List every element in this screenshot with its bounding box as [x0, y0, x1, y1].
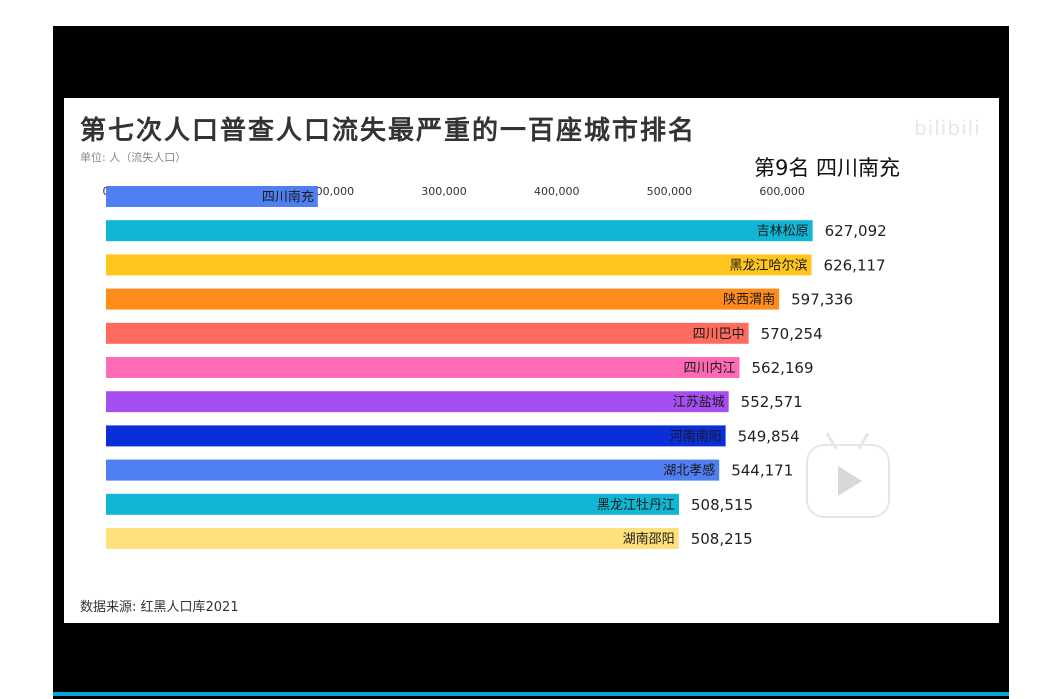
x-tick-label: 300,000 [421, 185, 467, 198]
bar [106, 322, 749, 344]
x-tick-label: 400,000 [534, 185, 580, 198]
bar-value-label: 570,254 [761, 325, 823, 343]
chart-unit: 单位: 人（流失人口） [80, 151, 187, 164]
bar-value-label: 626,117 [824, 256, 886, 274]
data-source: 数据来源: 红黑人口库2021 [80, 600, 239, 615]
play-icon [838, 466, 862, 496]
play-button[interactable] [806, 432, 890, 518]
bar-category-label: 河南南阳 [670, 428, 722, 444]
bar [106, 459, 720, 481]
bar-category-label: 江苏盐城 [673, 394, 725, 410]
bar [106, 288, 780, 310]
bar [106, 528, 679, 549]
bar-value-label: 508,215 [691, 530, 753, 548]
bar-value-label: 627,092 [825, 222, 887, 240]
bar-category-label: 黑龙江牡丹江 [597, 498, 675, 513]
bar-category-label: 四川巴中 [693, 327, 745, 342]
video-progress-bar[interactable] [53, 692, 1009, 696]
bar [106, 220, 813, 242]
bar-category-label: 四川南充 [262, 189, 314, 205]
bar-value-label: 597,336 [791, 291, 853, 309]
x-tick-label: 500,000 [647, 185, 693, 198]
bar-chart: 0200,000300,000400,000500,000600,000四川南充… [103, 185, 887, 549]
bar-category-label: 陕西渭南 [723, 292, 775, 308]
bar-category-label: 湖北孝感 [663, 463, 715, 479]
x-tick-label: 600,000 [759, 185, 805, 198]
bar-value-label: 508,515 [691, 496, 753, 514]
bilibili-watermark: bilibili [914, 116, 981, 140]
bar-value-label: 552,571 [741, 393, 803, 411]
bar-category-label: 四川内江 [683, 360, 735, 376]
x-tick-label: 200,000 [309, 185, 355, 198]
bar [106, 357, 740, 378]
bar-value-label: 562,169 [751, 359, 813, 377]
bar [106, 186, 318, 207]
bar [106, 425, 726, 447]
bar [106, 493, 680, 515]
bar-category-label: 湖南邵阳 [623, 531, 675, 547]
bar [106, 391, 729, 413]
chart-panel: 第七次人口普查人口流失最严重的一百座城市排名 单位: 人（流失人口） bilib… [64, 98, 999, 623]
bar-value-label: 549,854 [738, 427, 800, 445]
rank-label: 第9名 四川南充 [754, 156, 901, 180]
bar-category-label: 吉林松原 [757, 224, 809, 239]
bar [106, 254, 812, 276]
chart-title: 第七次人口普查人口流失最严重的一百座城市排名 [80, 116, 697, 146]
bar-category-label: 黑龙江哈尔滨 [730, 257, 808, 273]
bar-value-label: 544,171 [731, 462, 793, 480]
